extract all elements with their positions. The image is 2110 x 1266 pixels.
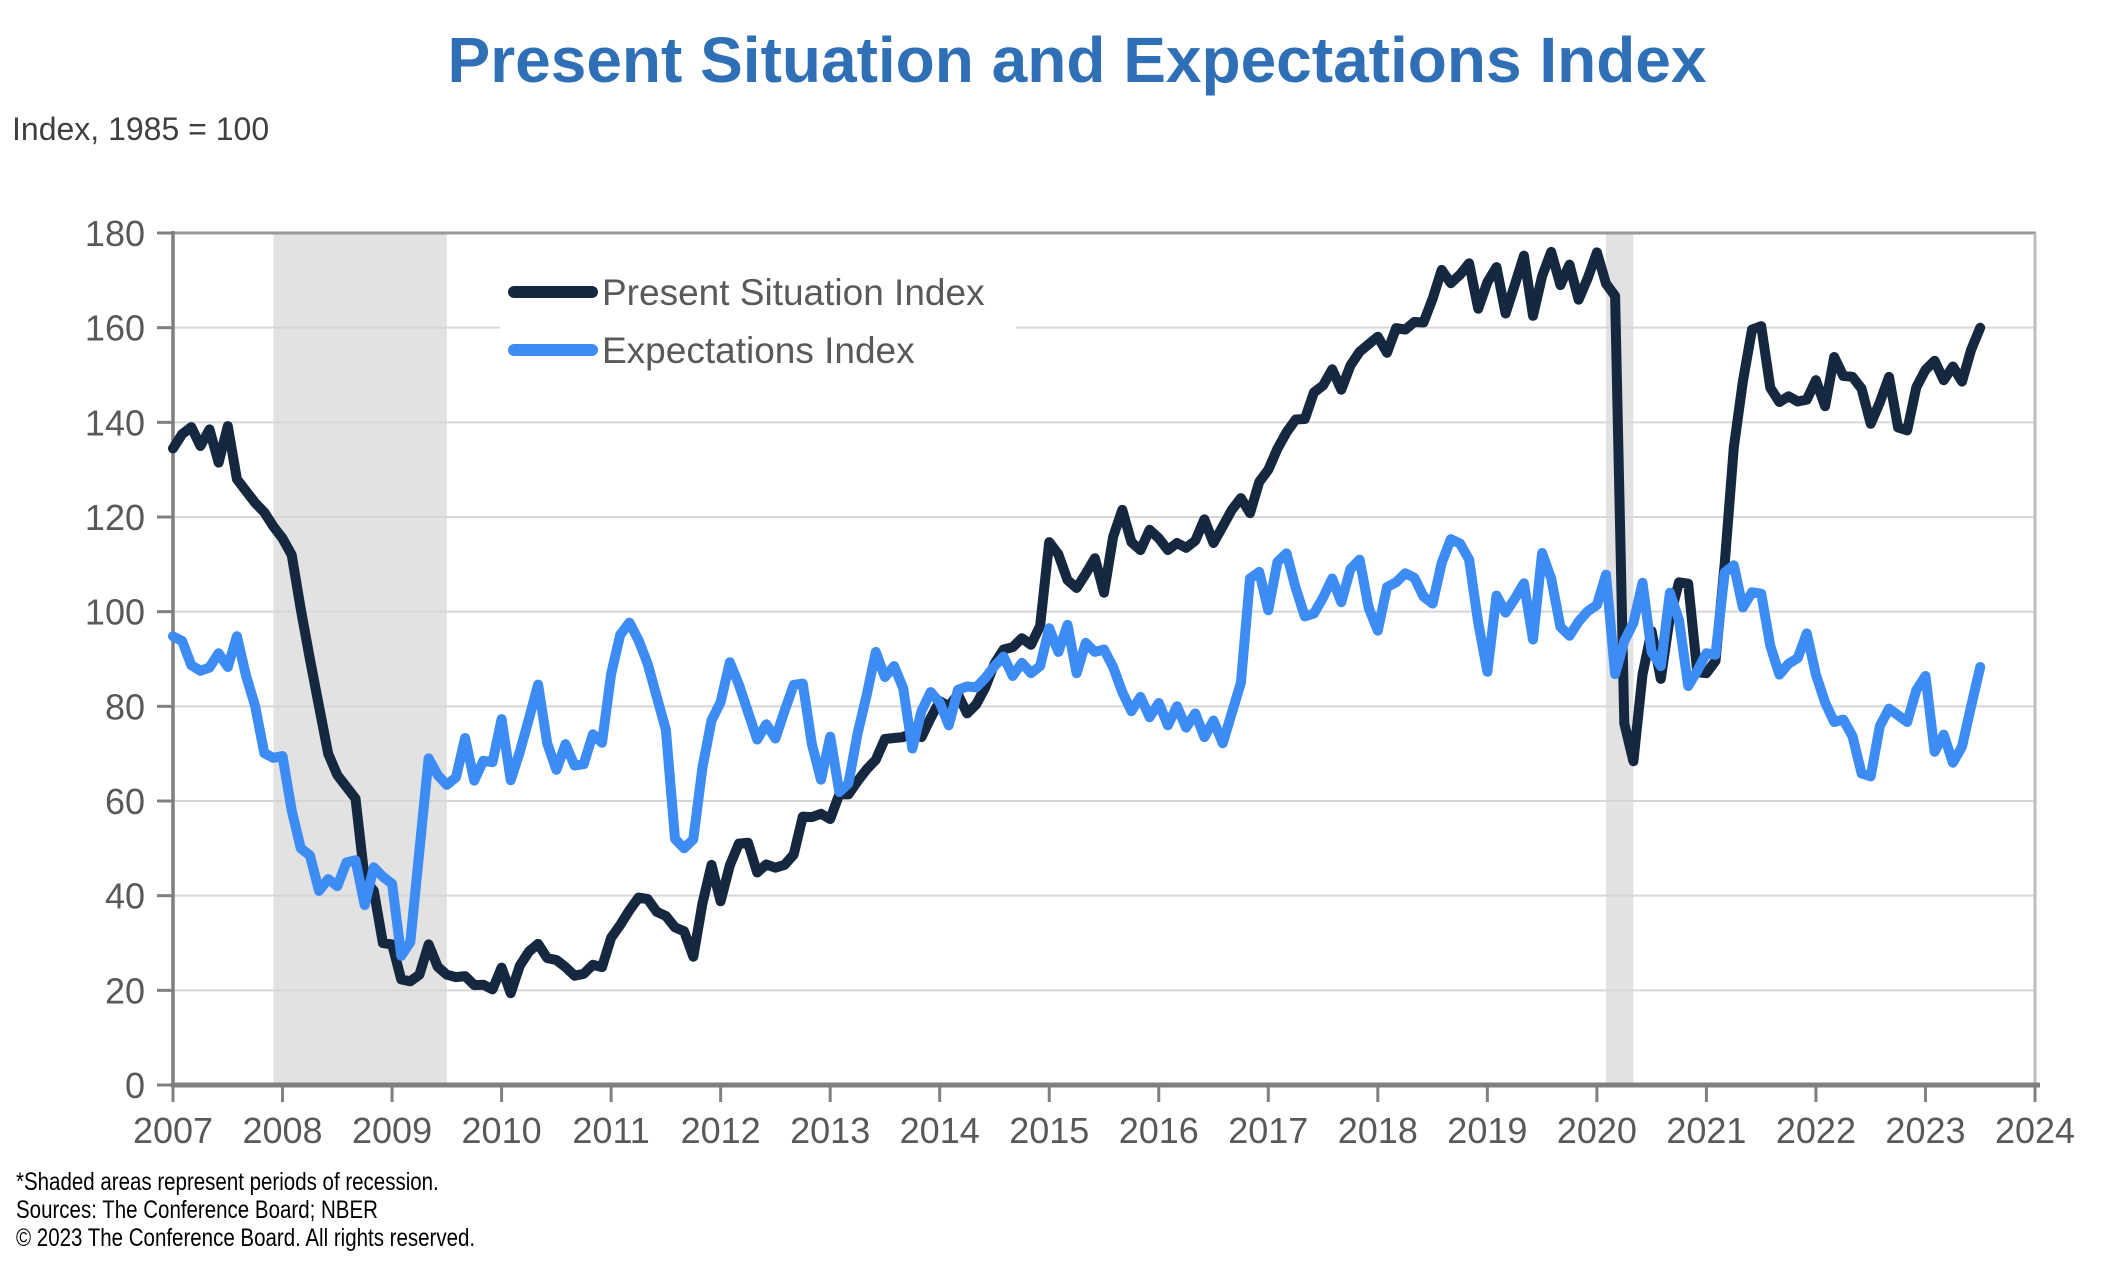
x-tick-label: 2023 (1885, 1110, 1965, 1151)
legend-label-present-situation: Present Situation Index (602, 272, 985, 313)
x-tick-label: 2011 (572, 1110, 649, 1151)
expectations-line (168, 534, 1986, 961)
y-tick-label: 80 (105, 686, 145, 727)
y-tick-label: 40 (105, 876, 145, 917)
x-tick-label: 2016 (1119, 1110, 1199, 1151)
y-axis-labels: 0 20 40 60 80 100 120 140 160 180 (85, 213, 145, 1106)
x-axis-ticks (171, 1085, 2037, 1102)
y-tick-label: 0 (125, 1065, 145, 1106)
x-tick-label: 2019 (1447, 1110, 1527, 1151)
x-tick-label: 2010 (462, 1110, 542, 1151)
x-tick-label: 2022 (1776, 1110, 1856, 1151)
legend: Present Situation Index Expectations Ind… (500, 256, 1016, 386)
x-tick-label: 2014 (900, 1110, 980, 1151)
y-tick-label: 140 (85, 402, 145, 443)
x-tick-label: 2007 (133, 1110, 213, 1151)
x-tick-label: 2020 (1557, 1110, 1637, 1151)
x-tick-label: 2015 (1009, 1110, 1089, 1151)
x-tick-label: 2009 (352, 1110, 432, 1151)
x-tick-label: 2021 (1666, 1110, 1746, 1151)
plot-border (171, 231, 2040, 1088)
y-tick-label: 160 (85, 308, 145, 349)
present-situation-line (168, 246, 1986, 999)
gridlines (173, 326, 2035, 992)
y-axis-ticks (157, 231, 173, 1087)
y-tick-label: 60 (105, 781, 145, 822)
footnote-copyright: © 2023 The Conference Board. All rights … (16, 1223, 475, 1251)
recession-band (273, 233, 447, 1085)
y-axis-unit-label: Index, 1985 = 100 (12, 111, 269, 147)
x-tick-label: 2013 (790, 1110, 870, 1151)
page-title: Present Situation and Expectations Index (448, 24, 1707, 96)
footnotes: *Shaded areas represent periods of reces… (16, 1167, 475, 1251)
legend-background (500, 256, 1016, 386)
y-tick-label: 180 (85, 213, 145, 254)
x-tick-label: 2008 (242, 1110, 322, 1151)
y-tick-label: 120 (85, 497, 145, 538)
x-tick-label: 2017 (1228, 1110, 1308, 1151)
x-axis-labels: 2007 2008 2009 2010 2011 2012 2013 2014 2015 2016… (133, 1110, 2075, 1151)
y-tick-label: 100 (85, 592, 145, 633)
x-tick-label: 2012 (681, 1110, 761, 1151)
y-tick-label: 20 (105, 970, 145, 1011)
legend-label-expectations: Expectations Index (602, 330, 915, 371)
x-tick-label: 2024 (1995, 1110, 2075, 1151)
footnote-recession: *Shaded areas represent periods of reces… (16, 1167, 439, 1195)
x-tick-label: 2018 (1338, 1110, 1418, 1151)
footnote-sources: Sources: The Conference Board; NBER (16, 1195, 378, 1223)
